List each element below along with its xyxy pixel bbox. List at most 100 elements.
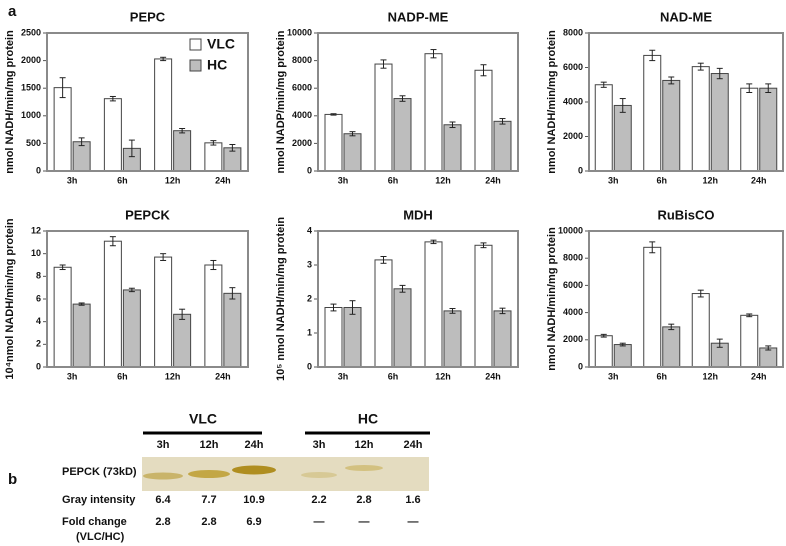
bar [223, 292, 242, 368]
fold-value: 2.8 [155, 516, 170, 528]
fold-value: — [359, 516, 370, 528]
error-bar [449, 308, 456, 314]
x-tick-label: 24h [751, 371, 767, 381]
error-bar [349, 131, 356, 137]
plot-frame [317, 32, 519, 172]
gray-value: 10.9 [243, 494, 264, 506]
blot-band [345, 465, 383, 471]
error-bar [449, 121, 456, 129]
x-tick-label: 24h [485, 371, 501, 381]
y-tick-label: 6000 [292, 83, 312, 93]
y-tick-label: 8000 [563, 253, 583, 263]
plot-frame [588, 230, 784, 368]
error-bar [179, 308, 186, 320]
chart-title: PEPCK [125, 207, 170, 222]
gray-value: 2.8 [356, 494, 371, 506]
error-bar [330, 303, 337, 312]
error-bar [430, 49, 437, 59]
chart-title: NADP-ME [388, 9, 449, 24]
error-bar [380, 59, 387, 69]
gray-value: 1.6 [405, 494, 420, 506]
x-tick-label: 6h [656, 371, 667, 381]
bar [122, 289, 141, 368]
error-bar [668, 76, 675, 85]
lane-label: 24h [404, 439, 423, 451]
y-tick-label: 6 [36, 293, 41, 303]
y-tick-label: 4000 [563, 96, 583, 106]
bar [324, 307, 343, 368]
bar [474, 69, 493, 172]
y-tick-label: 8000 [292, 55, 312, 65]
bar [204, 264, 223, 368]
bar [643, 54, 662, 172]
x-tick-label: 12h [702, 371, 718, 381]
lane-label: 3h [157, 439, 170, 451]
y-axis-label: 10⁵ nmol NADH/min/mg protein [275, 217, 287, 381]
bar [613, 104, 632, 172]
panel-label: a [8, 3, 17, 20]
chart-title: RuBisCO [657, 207, 714, 222]
fold-value: 6.9 [246, 516, 261, 528]
blot-band [301, 472, 337, 478]
error-bar [78, 137, 85, 147]
error-bar [668, 323, 675, 331]
bar [72, 303, 91, 368]
blot-band [143, 472, 183, 480]
blot-band [232, 465, 276, 475]
chart-title: NAD-ME [660, 9, 712, 24]
y-tick-label: 2 [307, 293, 312, 303]
error-bar [480, 242, 487, 249]
error-bar [697, 289, 704, 298]
bar [324, 113, 343, 172]
bar [443, 310, 462, 368]
x-tick-label: 12h [165, 175, 181, 185]
blot-band [188, 470, 230, 478]
bar [154, 58, 173, 172]
y-tick-label: 2000 [21, 55, 41, 65]
fold-value: 2.8 [201, 516, 216, 528]
bar [173, 313, 192, 368]
error-bar [600, 81, 607, 88]
x-tick-label: 6h [656, 175, 667, 185]
gray-value: 7.7 [201, 494, 216, 506]
bar [374, 259, 393, 368]
y-tick-label: 2000 [563, 131, 583, 141]
x-tick-label: 24h [215, 175, 231, 185]
bar [613, 344, 632, 368]
bar [474, 244, 493, 368]
bar [691, 66, 710, 172]
y-tick-label: 0 [578, 165, 583, 175]
error-bar [399, 284, 406, 293]
error-bar [78, 302, 85, 306]
bar [393, 98, 412, 172]
error-bar [746, 313, 753, 318]
plot-frame [317, 230, 519, 368]
x-tick-label: 3h [67, 175, 78, 185]
error-bar [160, 253, 167, 261]
plot-frame [46, 32, 249, 172]
x-tick-label: 6h [388, 175, 399, 185]
group-label: HC [358, 411, 378, 427]
error-bar [210, 259, 217, 271]
x-tick-label: 24h [485, 175, 501, 185]
panel-label: b [8, 471, 17, 488]
bar [493, 120, 512, 172]
x-tick-label: 3h [608, 371, 619, 381]
lane-label: 12h [200, 439, 219, 451]
y-tick-label: 10000 [287, 27, 312, 37]
y-tick-label: 4 [36, 316, 41, 326]
error-bar [179, 127, 186, 134]
bar [740, 87, 759, 172]
y-tick-label: 8 [36, 271, 41, 281]
bar [710, 73, 729, 172]
bar [662, 326, 681, 368]
error-bar [499, 118, 506, 125]
bar [374, 63, 393, 172]
y-tick-label: 0 [307, 165, 312, 175]
error-bar [499, 307, 506, 315]
row-label: Fold change [62, 516, 127, 528]
bar [493, 310, 512, 368]
x-tick-label: 3h [338, 175, 349, 185]
legend-swatch [189, 38, 202, 51]
